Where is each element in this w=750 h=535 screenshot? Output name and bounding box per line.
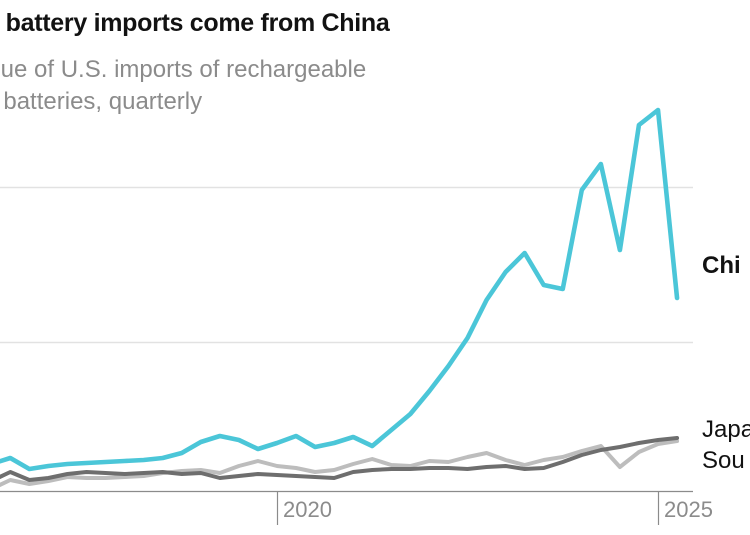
series-line-south-korea — [0, 439, 680, 488]
page-title: S. battery imports come from China — [0, 9, 390, 37]
series-line-japan — [0, 436, 680, 482]
chart-subtitle: value of U.S. imports of rechargeable on… — [0, 56, 367, 115]
x-axis-tick-label-2020: 2020 — [283, 497, 332, 522]
series-label-japan: Japa — [702, 416, 750, 443]
series-label-south-korea: Sou — [702, 447, 745, 474]
x-axis-tick-label-2025: 2025 — [664, 497, 713, 522]
series-lines — [0, 107, 680, 488]
series-label-china: Chi — [702, 252, 741, 279]
series-line-china — [0, 107, 680, 472]
gridlines — [0, 186, 693, 493]
axis-tick-marks — [276, 491, 660, 525]
